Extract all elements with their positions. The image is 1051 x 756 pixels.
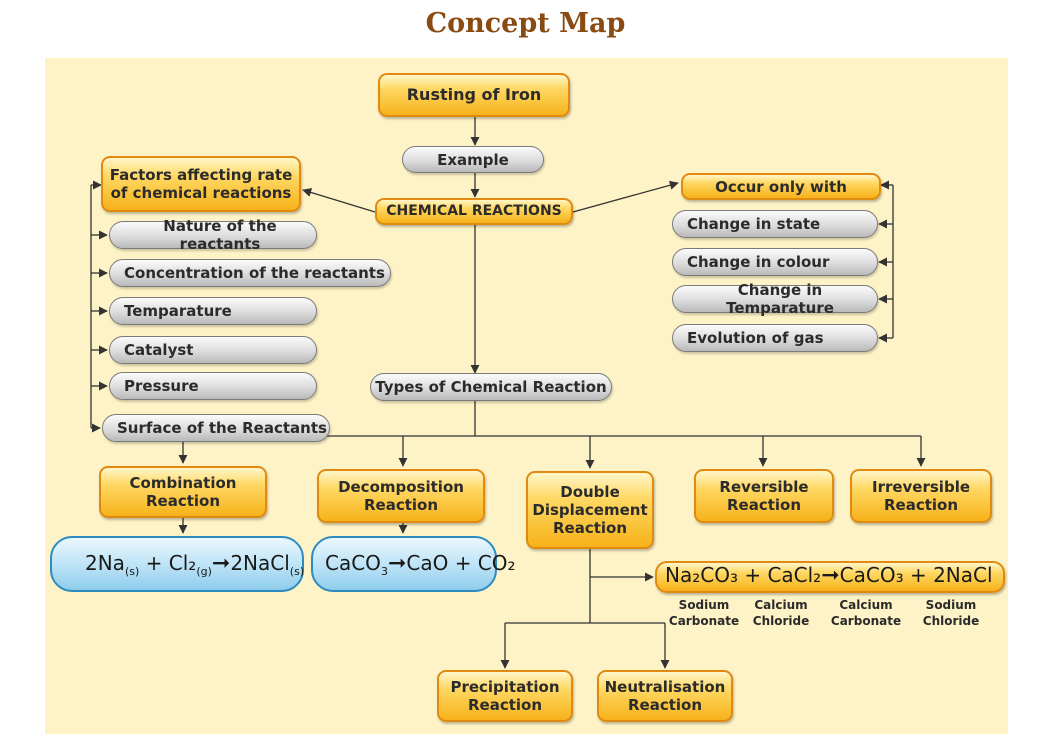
change-label: Change in colour [687,253,830,271]
eq-arrow: ➞ [821,563,840,588]
factor-label: Pressure [124,377,199,395]
page-title: Concept Map [425,8,626,39]
double-displacement-label: Double Displacement Reaction [532,483,648,537]
factors-node: Factors affecting rate of chemical react… [101,156,301,212]
factor-item: Temparature [109,297,317,325]
types-node: Types of Chemical Reaction [370,373,612,401]
eq-subscript: 3 [380,565,388,578]
eq-arrow: ➞ [387,551,407,576]
factor-item: Concentration of the reactants [109,259,391,287]
chemical-reactions-label: CHEMICAL REACTIONS [386,203,562,220]
decomposition-label: Decomposition Reaction [338,478,464,514]
decomposition-reaction-node: Decomposition Reaction [317,469,485,523]
compound-label-calcium-chloride: Calcium Chloride [752,598,810,629]
eq-chlorine: Cl₂ [168,551,197,575]
eq-reactant-1: Na₂CO₃ [665,563,738,587]
chemical-reactions-node: CHEMICAL REACTIONS [375,198,573,225]
rusting-label: Rusting of Iron [406,85,542,105]
irreversible-label: Irreversible Reaction [871,478,971,514]
factor-label: Concentration of the reactants [124,264,385,282]
double-displacement-equation: Na₂CO₃ + CaCl₂➞CaCO₃ + 2NaCl [665,563,993,588]
eq-plus: + [145,551,163,575]
eq-product-1: CaCO₃ [839,563,904,587]
factor-label: Catalyst [124,341,194,359]
change-item: Change in Temparature [672,281,878,317]
change-label: Evolution of gas [687,329,824,347]
combination-equation-box [50,536,304,592]
combination-label: Combination Reaction [129,474,237,510]
eq-state: (s) [289,565,305,578]
eq-arrow: ➞ [211,551,231,576]
rusting-of-iron-node: Rusting of Iron [378,73,570,117]
factor-label: Surface of the Reactants [117,419,327,437]
example-label: Example [437,150,509,169]
eq-state: (g) [196,565,212,578]
factor-label: Nature of the reactants [163,217,277,253]
change-label: Change in Temparature [726,281,834,317]
factor-item: Pressure [109,372,317,400]
change-item: Change in colour [672,248,878,276]
double-displacement-reaction-node: Double Displacement Reaction [526,471,654,549]
precipitation-label: Precipitation Reaction [450,678,560,714]
eq-products: CaO + CO₂ [406,551,516,575]
irreversible-reaction-node: Irreversible Reaction [850,469,992,523]
occur-only-with-label: Occur only with [715,177,847,196]
eq-sodium: 2Na [85,551,125,575]
factor-item: Nature of the reactants [109,217,317,253]
types-label: Types of Chemical Reaction [375,378,607,396]
compound-label-sodium-carbonate: Sodium Carbonate [668,598,740,629]
precipitation-reaction-node: Precipitation Reaction [437,670,573,722]
eq-product: 2NaCl [230,551,290,575]
factor-item: Surface of the Reactants [102,414,330,442]
factor-item: Catalyst [109,336,317,364]
change-item: Evolution of gas [672,324,878,352]
change-item: Change in state [672,210,878,238]
eq-state: (s) [124,565,140,578]
occur-only-with-node: Occur only with [681,173,881,200]
concept-map: Rusting of Iron Example CHEMICAL REACTIO… [45,58,1008,734]
decomposition-equation-box [311,536,497,592]
compound-label-sodium-chloride: Sodium Chloride [922,598,980,629]
neutralisation-reaction-node: Neutralisation Reaction [597,670,733,722]
decomposition-equation: CaCO3➞CaO + CO₂ [325,551,516,578]
double-displacement-equation-box [655,561,1005,593]
reversible-reaction-node: Reversible Reaction [694,469,834,523]
combination-reaction-node: Combination Reaction [99,466,267,518]
factor-label: Temparature [124,302,232,320]
change-label: Change in state [687,215,821,233]
eq-reactant-2: + CaCl₂ [744,563,822,587]
combination-equation: 2Na(s) + Cl₂(g)➞2NaCl(s) [85,551,304,578]
factors-label: Factors affecting rate of chemical react… [109,166,293,202]
compound-label-calcium-carbonate: Calcium Carbonate [830,598,902,629]
reversible-label: Reversible Reaction [719,478,809,514]
eq-reactant: CaCO [325,551,381,575]
eq-product-2: + 2NaCl [909,563,993,587]
example-node: Example [402,146,544,173]
neutralisation-label: Neutralisation Reaction [604,678,726,714]
